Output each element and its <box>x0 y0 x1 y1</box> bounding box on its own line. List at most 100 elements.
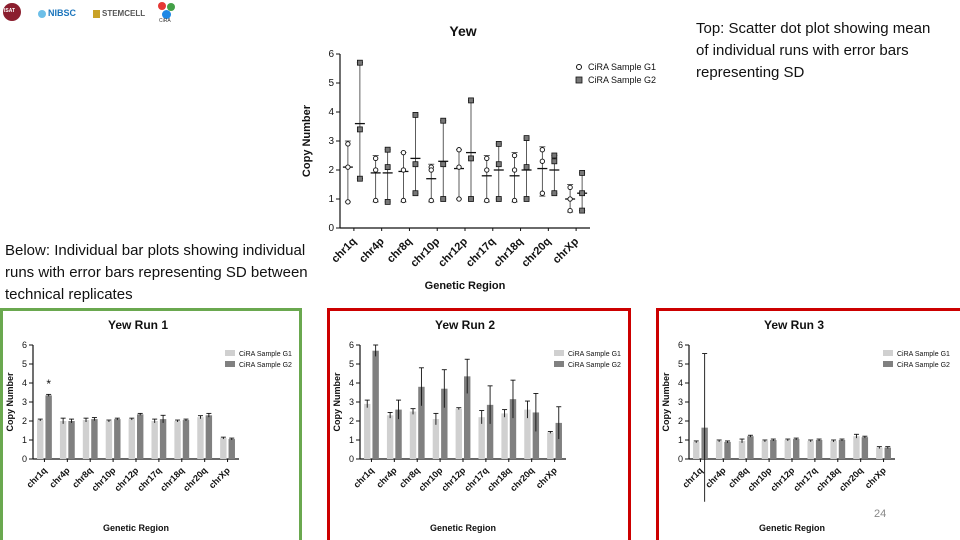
legend-label-g2: CiRA Sample G2 <box>588 75 656 85</box>
bar-g2 <box>861 437 869 459</box>
chart-title: Yew <box>449 23 476 39</box>
data-point-g2 <box>579 207 586 214</box>
y-axis-label: Copy Number <box>5 372 15 432</box>
y-tick-label: 0 <box>22 454 27 464</box>
x-tick-label: chr20q <box>519 236 553 270</box>
bar-g2 <box>45 395 52 459</box>
isat-logo-text: ISAT <box>4 8 16 14</box>
bar-g1 <box>478 417 485 459</box>
legend-label-g2: CiRA Sample G2 <box>239 362 292 369</box>
bar-g2 <box>395 409 402 459</box>
chart-title: Yew Run 2 <box>435 318 495 332</box>
x-tick-label: chr17q <box>791 465 819 493</box>
x-tick-label: chr10p <box>408 235 442 269</box>
y-tick-label: 0 <box>349 454 354 464</box>
data-point-g2 <box>551 152 558 159</box>
bar-g1 <box>128 419 135 459</box>
bar-g1 <box>524 409 531 459</box>
x-axis-label: Genetic Region <box>103 523 169 533</box>
bar-g2 <box>114 419 121 459</box>
data-point-g1 <box>373 167 379 173</box>
data-point-g2 <box>523 196 530 202</box>
x-tick-label: chr1q <box>680 465 704 489</box>
data-point-g2 <box>356 175 363 182</box>
y-axis-label: Copy Number <box>332 372 342 432</box>
x-tick-label: chr12p <box>439 465 467 493</box>
bar-g1 <box>174 421 181 459</box>
data-point-g1 <box>345 141 351 147</box>
data-point-g1 <box>456 147 462 153</box>
y-tick-label: 6 <box>328 49 334 60</box>
significance-asterisk: * <box>46 377 51 391</box>
data-point-g2 <box>384 198 391 205</box>
x-tick-label: chr1q <box>351 465 375 489</box>
bar-g1 <box>409 411 417 459</box>
y-tick-label: 2 <box>678 416 683 426</box>
legend-label-g1: CiRA Sample G1 <box>568 351 621 358</box>
nibsc-logo-text: NIBSC <box>48 8 77 18</box>
bar-g1 <box>364 403 371 459</box>
x-tick-label: chr18q <box>814 465 842 493</box>
x-tick-label: chr1q <box>24 465 48 489</box>
bar-g2 <box>182 420 190 459</box>
y-tick-label: 6 <box>22 340 27 350</box>
bar-g2 <box>884 447 891 459</box>
x-tick-label: chr4p <box>703 465 728 490</box>
bar-g1 <box>220 438 227 459</box>
bar-g1 <box>197 417 204 459</box>
y-tick-label: 4 <box>328 107 334 118</box>
logo-bar: ISAT NIBSC STEMCELL CiRA <box>0 0 190 30</box>
bar-g2 <box>793 439 800 459</box>
bar-g2 <box>770 440 777 459</box>
data-point-g2 <box>412 190 419 197</box>
data-point-g2 <box>412 161 419 168</box>
x-tick-label: chrXp <box>534 465 559 490</box>
y-tick-label: 5 <box>22 359 27 369</box>
x-tick-label: chr17q <box>464 236 498 270</box>
data-point-g1 <box>484 167 490 173</box>
cira-logo-text: CiRA <box>159 18 171 24</box>
y-tick-label: 1 <box>22 435 27 445</box>
bar-g2 <box>532 412 540 459</box>
legend-label-g2: CiRA Sample G2 <box>897 362 950 369</box>
data-point-g2 <box>356 126 363 133</box>
legend-swatch-g2 <box>554 361 564 367</box>
x-tick-label: chr12p <box>436 235 470 269</box>
bar-g2 <box>372 350 379 459</box>
legend-swatch-g2 <box>883 361 893 367</box>
data-point-g2 <box>495 196 502 202</box>
x-axis-label: Genetic Region <box>430 523 496 533</box>
bar-g2 <box>418 386 425 459</box>
bar-g1 <box>37 420 44 459</box>
bar-g1 <box>59 421 67 459</box>
data-point-g1 <box>539 158 545 164</box>
bar-g2 <box>159 419 167 459</box>
bar-g2 <box>509 399 517 459</box>
x-tick-label: chr20q <box>181 465 209 493</box>
data-point-g2 <box>384 146 391 153</box>
data-point-g2 <box>495 161 502 168</box>
stemcell-logo-mark <box>93 9 100 18</box>
x-axis-label: Genetic Region <box>759 523 825 533</box>
data-point-g1 <box>400 197 407 204</box>
stemcell-logo: STEMCELL <box>93 9 145 18</box>
legend-label-g2: CiRA Sample G2 <box>568 362 621 369</box>
cira-logo: CiRA <box>158 2 178 24</box>
legend-label-g1: CiRA Sample G1 <box>897 351 950 358</box>
y-tick-label: 0 <box>678 454 683 464</box>
bar-g1 <box>151 421 158 459</box>
page-number: 24 <box>874 508 887 520</box>
legend-swatch-g1 <box>554 350 564 356</box>
data-point-g2 <box>523 135 530 141</box>
bar-g1 <box>807 440 814 459</box>
data-point-g1 <box>456 196 462 202</box>
y-tick-label: 4 <box>678 378 683 388</box>
data-point-g1 <box>400 149 407 156</box>
x-tick-label: chr12p <box>112 465 140 493</box>
bar-g1 <box>830 440 837 459</box>
y-tick-label: 5 <box>328 78 334 89</box>
y-tick-label: 0 <box>328 223 334 234</box>
x-tick-label: chr18q <box>485 465 513 493</box>
data-point-g2 <box>579 190 586 197</box>
